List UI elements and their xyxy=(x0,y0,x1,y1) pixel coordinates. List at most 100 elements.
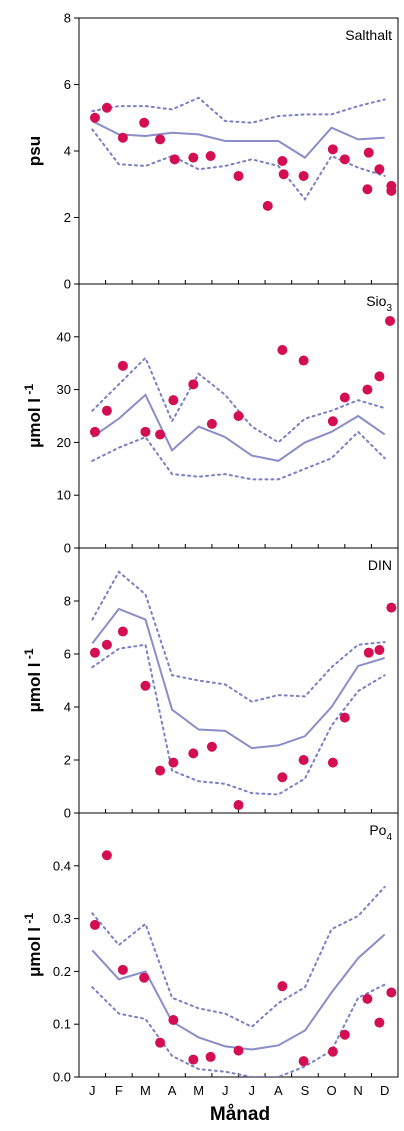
observation-point xyxy=(277,772,288,783)
x-tick-label: J xyxy=(222,1083,229,1098)
y-axis-label: psu xyxy=(25,136,44,166)
observation-point xyxy=(374,164,385,175)
observation-point xyxy=(155,134,166,145)
observation-point xyxy=(327,416,338,427)
y-tick-label: 10 xyxy=(57,488,71,503)
y-tick-label: 0.3 xyxy=(53,911,71,926)
y-tick-label: 2 xyxy=(64,210,71,225)
observation-point xyxy=(277,981,288,992)
observation-point xyxy=(139,117,150,128)
x-tick-label: M xyxy=(193,1083,204,1098)
observation-point xyxy=(155,765,166,776)
y-axis-label: μmol l -1 xyxy=(22,384,44,448)
observation-point xyxy=(233,170,244,181)
series-mean xyxy=(91,607,385,750)
series-upper-bound xyxy=(91,356,386,444)
observation-point xyxy=(89,919,100,930)
x-tick-label: M xyxy=(140,1083,151,1098)
y-tick-label: 8 xyxy=(64,594,71,609)
observation-point xyxy=(327,144,338,155)
y-tick-label: 0.1 xyxy=(53,1017,71,1032)
panel-3: 0 2 4 6 8 DIN μmol l -1 xyxy=(22,547,399,821)
x-axis-label: Månad xyxy=(210,1104,270,1125)
observation-point xyxy=(277,155,288,166)
observation-point xyxy=(362,384,373,395)
series-upper-bound xyxy=(91,570,386,703)
x-tick-label: D xyxy=(380,1083,389,1098)
observation-point xyxy=(101,405,112,416)
x-tick-label: N xyxy=(353,1083,362,1098)
series-upper-bound xyxy=(91,96,386,124)
observation-point xyxy=(169,154,180,165)
observation-point xyxy=(298,170,309,181)
y-tick-label: 6 xyxy=(64,77,71,92)
y-tick-label: 30 xyxy=(57,382,71,397)
observation-point xyxy=(117,360,128,371)
observation-point xyxy=(89,647,100,658)
observation-point xyxy=(327,1046,338,1057)
series-lower-bound xyxy=(91,643,386,796)
y-axis-label: μmol l -1 xyxy=(22,913,44,977)
panel-frame xyxy=(78,812,399,1078)
observation-point xyxy=(188,152,199,163)
observation-point xyxy=(374,371,385,382)
x-tick-label: A xyxy=(274,1083,283,1098)
series-upper-bound xyxy=(91,885,386,1029)
observation-point xyxy=(155,1037,166,1048)
y-tick-label: 0 xyxy=(64,541,71,556)
observation-point xyxy=(117,626,128,637)
y-tick-label: 0.0 xyxy=(53,1070,71,1085)
observation-point xyxy=(140,680,151,691)
panel-2: 0 10 20 30 40 Sio3 μmol l -1 xyxy=(22,283,399,556)
observation-point xyxy=(168,1014,179,1025)
observation-point xyxy=(363,647,374,658)
observation-point xyxy=(206,741,217,752)
panel-1: 0 2 4 6 8 Salthalt psu xyxy=(25,11,399,292)
y-tick-label: 0.4 xyxy=(53,858,71,873)
observation-point xyxy=(339,1029,350,1040)
observation-point xyxy=(233,800,244,811)
observation-point xyxy=(233,1045,244,1056)
observation-point xyxy=(206,418,217,429)
observation-point xyxy=(339,154,350,165)
series-lower-bound xyxy=(91,983,386,1077)
y-tick-label: 20 xyxy=(57,435,71,450)
observation-point xyxy=(117,964,128,975)
observation-point xyxy=(363,147,374,158)
observation-point xyxy=(89,112,100,123)
y-tick-label: 6 xyxy=(64,647,71,662)
y-tick-label: 8 xyxy=(64,11,71,26)
observation-point xyxy=(205,150,216,161)
observation-point xyxy=(233,411,244,421)
observation-point xyxy=(101,639,112,650)
y-axis-label: μmol l -1 xyxy=(22,648,44,712)
series-lower-bound xyxy=(91,430,386,481)
observation-point xyxy=(298,355,309,366)
series-mean xyxy=(91,120,385,159)
observation-point xyxy=(188,1054,199,1065)
panel-frame xyxy=(78,17,399,285)
observation-point xyxy=(262,200,273,211)
x-tick-label: J xyxy=(249,1083,256,1098)
observation-point xyxy=(386,185,397,196)
observation-point xyxy=(374,1017,385,1028)
y-tick-label: 2 xyxy=(64,753,71,768)
series-mean xyxy=(91,393,386,462)
y-tick-label: 0.2 xyxy=(53,964,71,979)
panel-title: DIN xyxy=(368,557,392,573)
observation-point xyxy=(339,712,350,723)
observation-point xyxy=(117,132,128,143)
panel-title: Po4 xyxy=(369,822,392,843)
observation-point xyxy=(89,426,100,437)
observation-point xyxy=(155,429,166,440)
observation-point xyxy=(140,426,151,437)
observation-point xyxy=(278,169,289,180)
y-tick-label: 40 xyxy=(57,329,71,344)
observation-point xyxy=(386,602,397,613)
x-tick-label: J xyxy=(89,1083,96,1098)
panel-4: 0.0 0.1 0.2 0.3 0.4 Po4 μmol l -1 J F M A M J J A S O N D xyxy=(22,812,399,1098)
y-tick-label: 0 xyxy=(64,806,71,821)
x-tick-label: A xyxy=(168,1083,177,1098)
panel-title: Salthalt xyxy=(345,27,392,43)
